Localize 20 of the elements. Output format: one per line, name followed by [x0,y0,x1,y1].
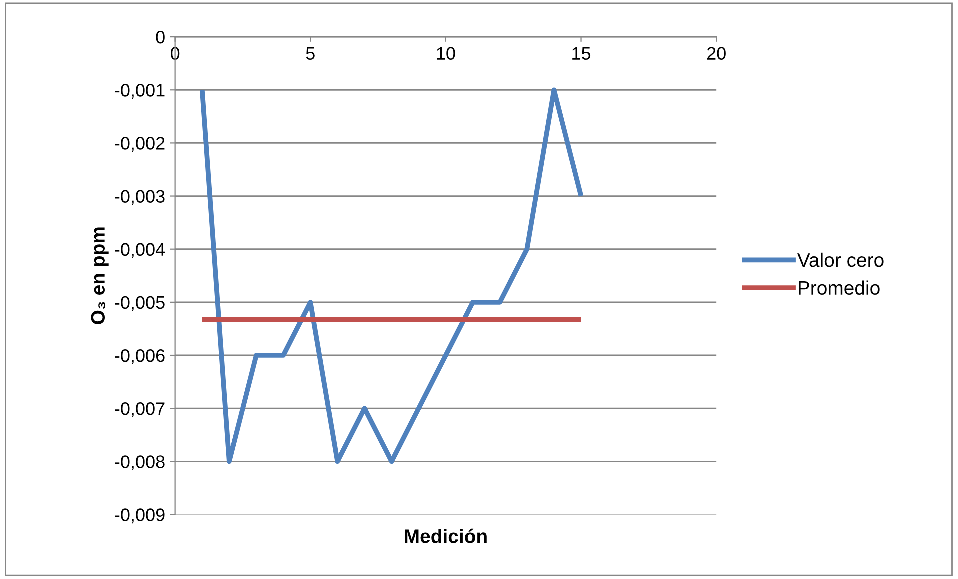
x-tick-label: 0 [171,47,180,60]
x-axis-title: Medición [405,528,487,544]
y-tick-label: -0,006 [115,349,165,364]
x-tick-label: 10 [437,47,456,60]
x-tick-label: 5 [306,47,315,60]
line-series [200,88,584,464]
y-tick-label: -0,009 [115,508,165,524]
legend-label: Valor cero [797,252,884,268]
y-tick-label: -0,002 [115,137,165,152]
x-tick-label: 15 [572,47,591,60]
y-tick-label: 0 [156,30,165,44]
x-tick-label: 20 [707,47,726,60]
legend-label: Promedio [799,280,880,296]
y-tick-label: -0,001 [115,84,165,99]
y-tick-label: -0,005 [115,296,165,312]
y-tick-label: -0,004 [115,243,166,258]
y-tick-label: -0,008 [115,456,165,471]
y-tick-label: -0,007 [115,402,165,418]
y-tick-label: -0,003 [115,190,165,206]
y-axis-title: O₃ en ppm [91,228,109,324]
